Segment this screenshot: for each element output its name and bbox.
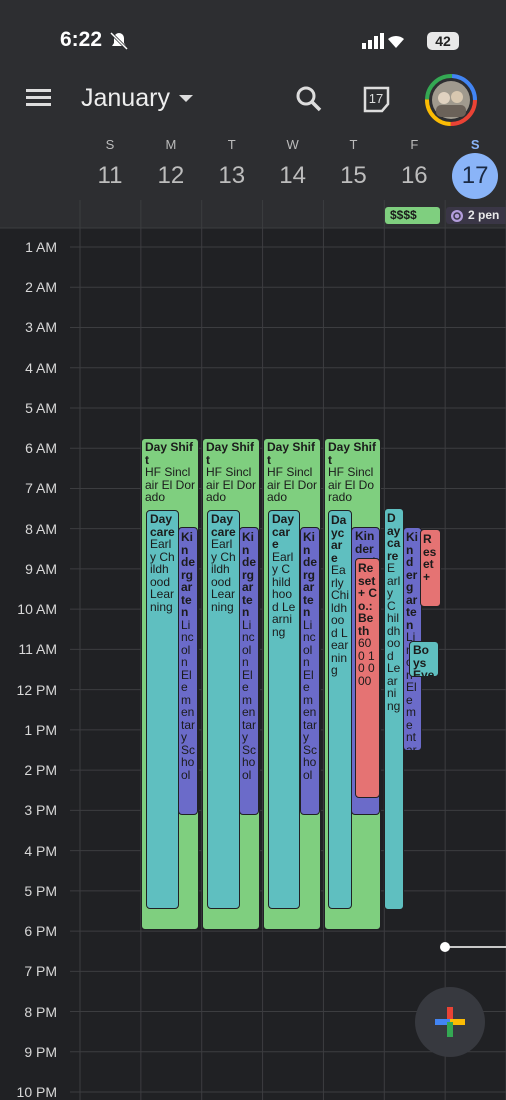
- hour-label: 5 AM: [25, 399, 57, 416]
- event-detail: Early Childhood Learning: [331, 563, 350, 677]
- day-letter: F: [410, 137, 419, 152]
- event-title: Daycare: [331, 513, 347, 565]
- event-detail: Early Childhood Learning: [211, 537, 236, 614]
- event-detail: Early Childhood Learning: [272, 549, 296, 639]
- event-title: Day Shift: [328, 440, 377, 467]
- event[interactable]: Daycare Early Childhood Learning: [146, 510, 179, 909]
- account-avatar[interactable]: [424, 73, 478, 127]
- mute-icon: [109, 31, 129, 51]
- event-title: Reset+ Co.: Beth: [358, 561, 378, 638]
- event[interactable]: Daycare Early Childhood Learning: [207, 510, 240, 909]
- event-title: Kindergarten: [242, 530, 257, 619]
- event[interactable]: Daycare Early Childhood Learning: [268, 510, 300, 909]
- menu-button[interactable]: [26, 86, 52, 110]
- hour-label: 6 PM: [24, 923, 57, 940]
- status-time: 6:22: [60, 28, 103, 51]
- day-letter: T: [227, 137, 236, 152]
- hour-label: 2 PM: [24, 762, 57, 779]
- event-detail: HF Sinclair El Dorado: [328, 465, 375, 504]
- event-title: Kindergarten: [303, 530, 318, 619]
- event-title: Kinder: [355, 529, 375, 556]
- day-date[interactable]: 17: [461, 162, 489, 189]
- day-date[interactable]: 13: [218, 162, 246, 189]
- event-title: Kindergarten: [181, 530, 196, 619]
- hour-label: 4 AM: [25, 359, 57, 376]
- event-title: Daycare: [387, 511, 401, 563]
- hour-label: 10 PM: [16, 1084, 57, 1100]
- event-detail: HF Sinclair El Dorado: [267, 465, 318, 504]
- event-detail: HF Sinclair El Dorado: [145, 465, 196, 504]
- event-detail: Lincoln Elementary School: [242, 617, 257, 782]
- hour-label: 8 AM: [25, 520, 57, 537]
- event-title: Kindergarten: [406, 530, 418, 632]
- event-title: Daycare: [211, 512, 236, 539]
- hour-label: 12 PM: [16, 681, 57, 698]
- hour-label: 4 PM: [24, 842, 57, 859]
- hour-label: 11 AM: [18, 641, 57, 658]
- today-highlight: [452, 153, 499, 199]
- dropdown-arrow[interactable]: [178, 93, 194, 105]
- event-title: Day Shift: [206, 440, 255, 467]
- event-detail: Early Childhood Learning: [387, 561, 401, 713]
- event-title: Day Shift: [145, 440, 194, 467]
- event-title: Reset+: [423, 532, 437, 584]
- event-detail: Early Childhood Learning: [150, 537, 175, 614]
- event[interactable]: Reset+ Co.: Beth 600 10 000: [355, 558, 380, 798]
- today-button-date[interactable]: 17: [368, 91, 384, 106]
- today-button-frame[interactable]: [362, 84, 392, 114]
- hour-label: 10 AM: [17, 601, 57, 618]
- event-detail: 600 10 000: [358, 636, 375, 688]
- task-icon: [451, 210, 463, 222]
- day-date[interactable]: 11: [97, 162, 123, 189]
- hour-label: 7 AM: [25, 480, 57, 497]
- day-letter: T: [349, 137, 358, 152]
- day-date[interactable]: 12: [157, 162, 185, 189]
- event-detail: Lincoln Elementary School: [181, 617, 196, 782]
- hour-label: 1 PM: [24, 721, 57, 738]
- event-title: Daycare: [150, 512, 175, 539]
- event-title: Day Shift: [267, 440, 316, 467]
- event-detail: Lincoln Elementary School: [303, 617, 318, 782]
- event-title: Daycare: [272, 512, 295, 551]
- hour-label: 8 PM: [24, 1003, 57, 1020]
- hour-label: 7 PM: [24, 963, 57, 980]
- signal-wifi: [362, 33, 404, 49]
- hour-label: 9 PM: [24, 1043, 57, 1060]
- create-button[interactable]: [414, 986, 486, 1058]
- day-date[interactable]: 15: [340, 162, 367, 189]
- day-letter: W: [286, 137, 299, 152]
- event[interactable]: Boys Eye: [409, 641, 439, 677]
- day-date[interactable]: 16: [400, 162, 428, 189]
- hour-label: 3 AM: [25, 319, 57, 336]
- all-day-event[interactable]: $$$$: [385, 207, 440, 224]
- day-letter: S: [105, 137, 115, 152]
- hour-label: 1 AM: [25, 239, 57, 255]
- hour-label: 3 PM: [24, 802, 57, 819]
- search-button[interactable]: [294, 84, 324, 114]
- current-time-indicator: [440, 942, 506, 952]
- hour-label: 2 AM: [25, 279, 57, 296]
- month-title[interactable]: January: [81, 84, 170, 112]
- header-bg: [0, 0, 506, 228]
- event-detail: HF Sinclair El Dorado: [206, 465, 257, 504]
- event[interactable]: Daycare Early Childhood Learning: [384, 508, 404, 910]
- event[interactable]: Reset+: [420, 529, 441, 607]
- day-letter: M: [165, 137, 177, 152]
- battery: 42: [427, 32, 459, 50]
- hour-label: 5 PM: [24, 882, 57, 899]
- hour-label: 9 AM: [25, 560, 57, 577]
- day-date[interactable]: 14: [279, 162, 306, 189]
- event-title: Boys Eye: [413, 643, 435, 677]
- hour-label: 6 AM: [25, 440, 57, 457]
- event[interactable]: Daycare Early Childhood Learning: [328, 510, 352, 909]
- day-letter: S: [470, 137, 480, 152]
